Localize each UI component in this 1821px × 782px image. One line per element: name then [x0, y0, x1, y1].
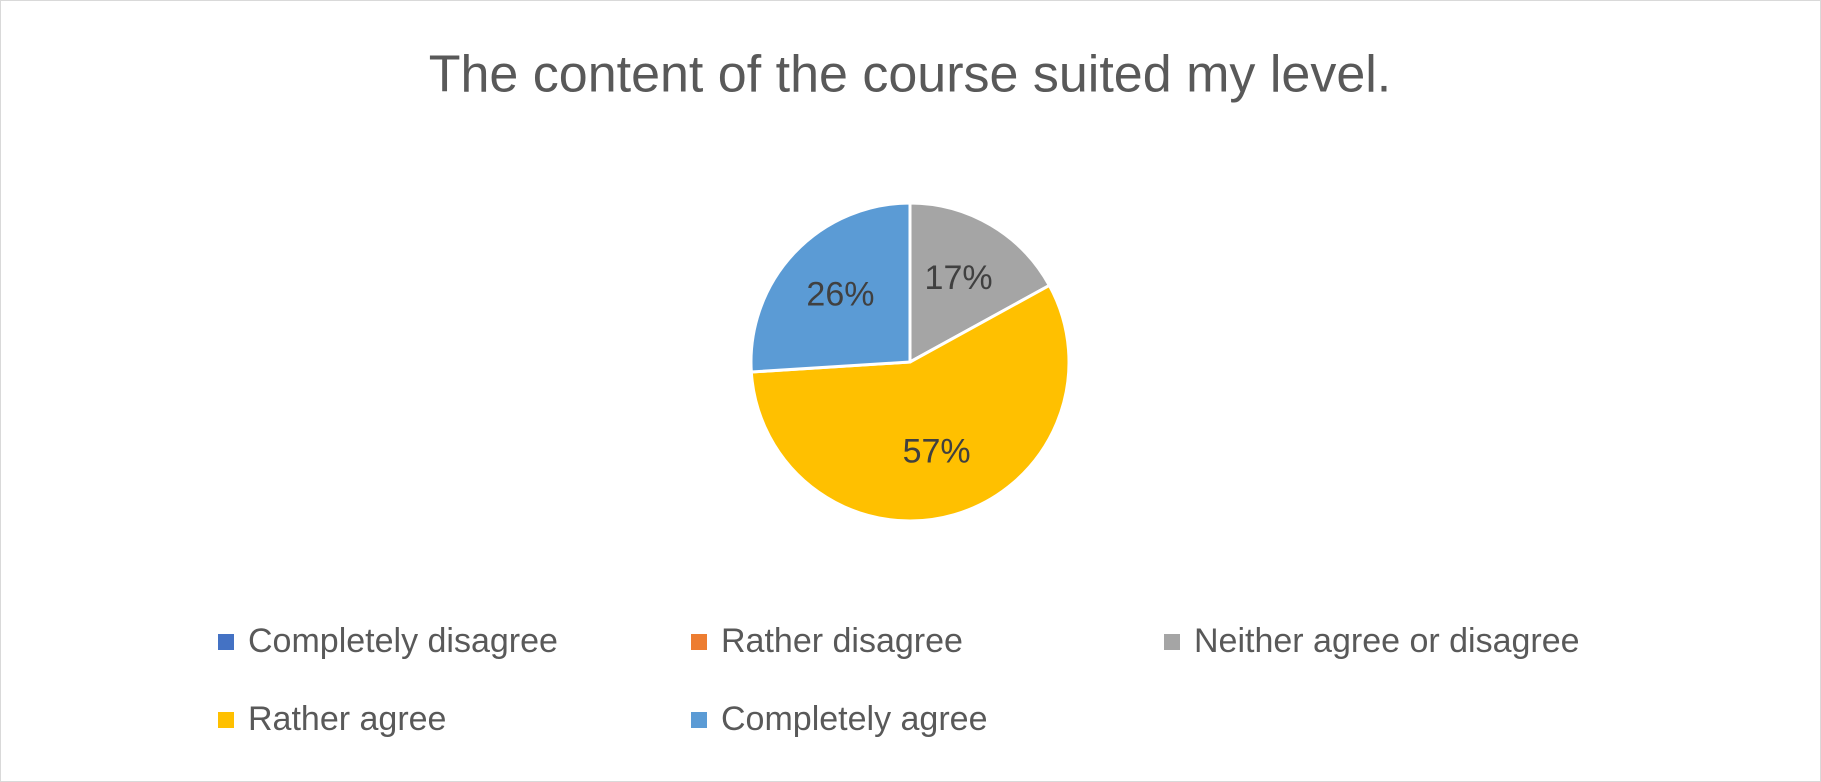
legend-swatch [1164, 634, 1180, 650]
legend-swatch [218, 712, 234, 728]
pie-slice [749, 201, 912, 374]
chart-title: The content of the course suited my leve… [429, 46, 1392, 104]
legend-swatch [691, 712, 707, 728]
legend-swatch [691, 634, 707, 650]
pie-slice [908, 201, 1051, 364]
data-label: 26% [806, 276, 874, 314]
data-label: 17% [925, 259, 993, 297]
legend-label: Rather agree [248, 700, 446, 738]
legend-label: Neither agree or disagree [1194, 622, 1580, 660]
legend-label: Rather disagree [721, 622, 963, 660]
data-label: 57% [903, 433, 971, 471]
legend-swatch [218, 634, 234, 650]
pie-slice [749, 283, 1071, 523]
legend-label: Completely disagree [248, 622, 558, 660]
legend-label: Completely agree [721, 700, 987, 738]
